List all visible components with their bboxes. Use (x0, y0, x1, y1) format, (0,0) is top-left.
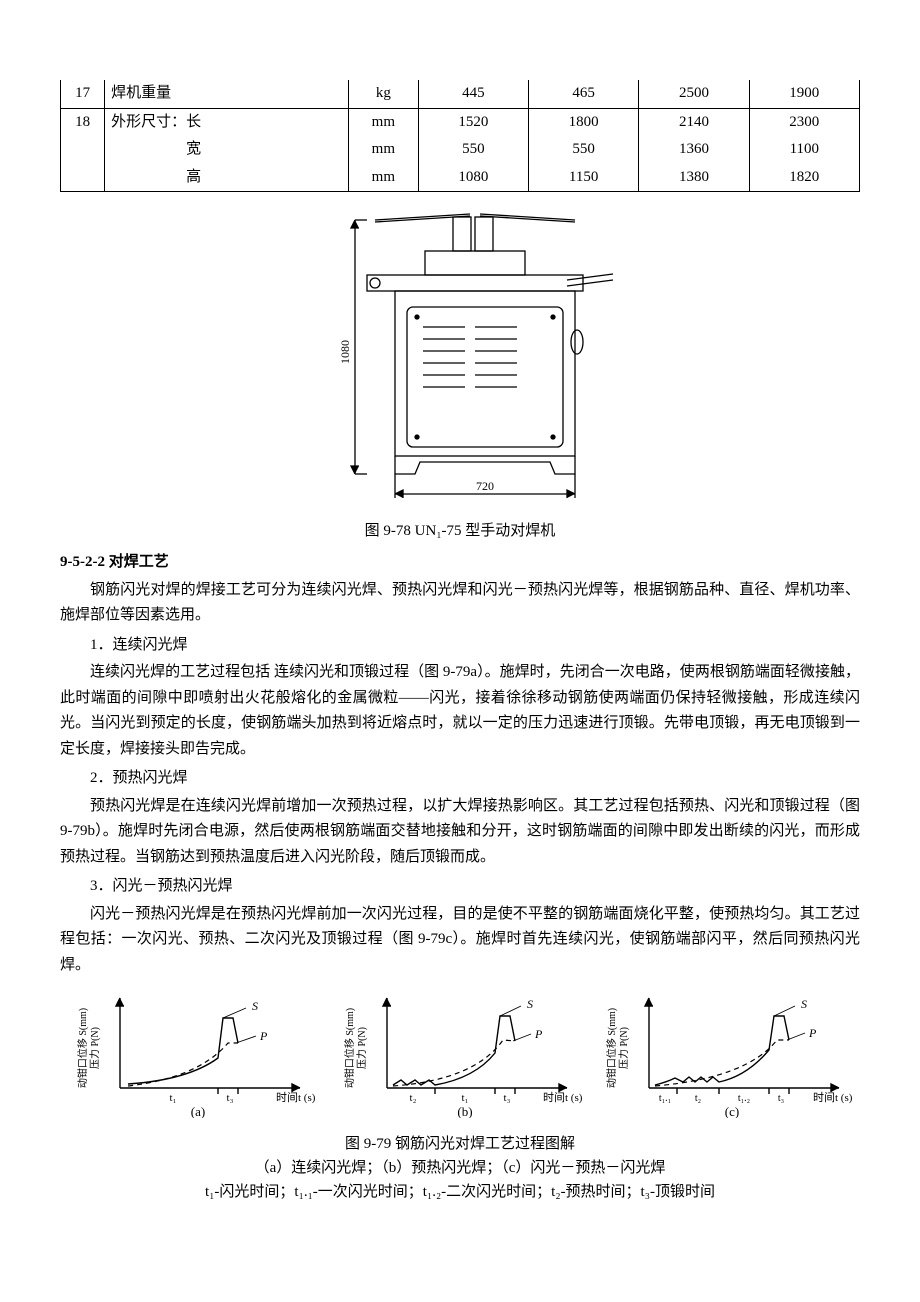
chart-b-svg: 动钳口位移 S(mm) 压力 P(N) S P t₂ t₁ t₃ 时间t (s)… (335, 988, 585, 1118)
dim-width-label: 720 (476, 479, 494, 493)
cell-val: 1820 (749, 164, 859, 192)
chart-b: 动钳口位移 S(mm) 压力 P(N) S P t₂ t₁ t₃ 时间t (s)… (327, 988, 594, 1128)
cell-val: 1080 (418, 164, 528, 192)
sub2-body: 预热闪光焊是在连续闪光焊前增加一次预热过程，以扩大焊接热影响区。其工艺过程包括预… (60, 794, 860, 871)
p-label: P (808, 1026, 817, 1040)
tick-t3: t₃ (227, 1092, 234, 1104)
table-row: 18 外形尺寸：长 mm 1520 1800 2140 2300 (61, 108, 860, 136)
cell-val: 1150 (528, 164, 638, 192)
y-axis-label2: 压力 P(N) (355, 1027, 368, 1069)
x-axis-label: 时间t (s) (543, 1091, 583, 1104)
cell-val: 445 (418, 80, 528, 108)
cell-val: 1380 (639, 164, 749, 192)
tick-t3: t₃ (778, 1093, 784, 1104)
cell-val: 1900 (749, 80, 859, 108)
tick-t3: t₃ (504, 1092, 511, 1104)
figure-9-79-charts: 动钳口位移 S(mm) 压力 P(N) S P t₁ t₃ 时间t (s) (a… (60, 988, 860, 1128)
cell-label: 宽 (105, 136, 349, 164)
spec-table-body: 17 焊机重量 kg 445 465 2500 1900 18 外形尺寸：长 m… (61, 80, 860, 192)
figure-79-legend-line2: t₁-闪光时间；t₁.₁-一次闪光时间；t₁.₂-二次闪光时间；t₂-预热时间；… (60, 1180, 860, 1204)
cell-val: 550 (418, 136, 528, 164)
tick-t1: t₁ (170, 1092, 177, 1104)
cell-val: 465 (528, 80, 638, 108)
cell-label: 焊机重量 (105, 80, 349, 108)
cell-idx: 18 (61, 108, 105, 136)
cell-label: 外形尺寸：长 (105, 108, 349, 136)
chart-c-svg: 动钳口位移 S(mm) 压力 P(N) S P t₁.₁ t₂ t₁.₂ t₃ … (597, 988, 857, 1118)
y-axis-label: 动钳口位移 S(mm) (605, 1008, 618, 1088)
s-label: S (527, 997, 533, 1011)
cell-idx: 17 (61, 80, 105, 108)
chart-a: 动钳口位移 S(mm) 压力 P(N) S P t₁ t₃ 时间t (s) (a… (60, 988, 327, 1128)
figure-79-legend-line1: （a）连续闪光焊；（b）预热闪光焊；（c）闪光－预热－闪光焊 (60, 1156, 860, 1180)
table-row: 高 mm 1080 1150 1380 1820 (61, 164, 860, 192)
p-label: P (534, 1027, 543, 1041)
cell-val: 1360 (639, 136, 749, 164)
cell-label: 高 (105, 164, 349, 192)
cell-idx (61, 136, 105, 164)
cell-val: 550 (528, 136, 638, 164)
figure-78-caption: 图 9-78 UN₁-75 型手动对焊机 (60, 519, 860, 545)
tick-t2: t₂ (410, 1092, 417, 1104)
chart-a-svg: 动钳口位移 S(mm) 压力 P(N) S P t₁ t₃ 时间t (s) (a… (68, 988, 318, 1118)
dim-height-label: 1080 (338, 340, 352, 364)
tick-t12: t₁.₂ (738, 1093, 750, 1104)
x-axis-label: 时间t (s) (813, 1091, 853, 1104)
cell-val: 1100 (749, 136, 859, 164)
chart-b-label: (b) (457, 1104, 472, 1118)
chart-c-label: (c) (724, 1104, 738, 1118)
s-label: S (252, 999, 258, 1013)
table-row: 17 焊机重量 kg 445 465 2500 1900 (61, 80, 860, 108)
sub1-body: 连续闪光焊的工艺过程包括 连续闪光和顶锻过程（图 9-79a）。施焊时，先闭合一… (60, 660, 860, 762)
cell-unit: kg (349, 80, 419, 108)
sub3-body: 闪光－预热闪光焊是在预热闪光焊前加一次闪光过程，目的是使不平整的钢筋端面烧化平整… (60, 902, 860, 979)
cell-val: 2500 (639, 80, 749, 108)
cell-val: 2300 (749, 108, 859, 136)
welding-machine-diagram: 1080 720 (305, 202, 615, 507)
sub3-title: 3．闪光－预热闪光焊 (60, 874, 860, 900)
x-axis-label: 时间t (s) (276, 1091, 316, 1104)
tick-t2: t₂ (695, 1093, 701, 1104)
sub1-title: 1．连续闪光焊 (60, 633, 860, 659)
chart-c: 动钳口位移 S(mm) 压力 P(N) S P t₁.₁ t₂ t₁.₂ t₃ … (593, 988, 860, 1128)
cell-unit: mm (349, 136, 419, 164)
y-axis-label2: 压力 P(N) (88, 1027, 101, 1069)
figure-79-caption: 图 9-79 钢筋闪光对焊工艺过程图解 (60, 1132, 860, 1156)
figure-79-legend: 图 9-79 钢筋闪光对焊工艺过程图解 （a）连续闪光焊；（b）预热闪光焊；（c… (60, 1132, 860, 1204)
cell-val: 1520 (418, 108, 528, 136)
cell-idx (61, 164, 105, 192)
intro-paragraph: 钢筋闪光对焊的焊接工艺可分为连续闪光焊、预热闪光焊和闪光－预热闪光焊等，根据钢筋… (60, 578, 860, 629)
s-label: S (801, 997, 807, 1011)
y-axis-label: 动钳口位移 S(mm) (343, 1008, 356, 1088)
figure-9-78: 1080 720 图 9-78 UN₁-75 型手动对焊机 (60, 202, 860, 544)
chart-a-label: (a) (191, 1104, 205, 1118)
section-heading: 9-5-2-2 对焊工艺 (60, 550, 860, 576)
cell-unit: mm (349, 108, 419, 136)
y-axis-label: 动钳口位移 S(mm) (76, 1008, 89, 1088)
y-axis-label2: 压力 P(N) (617, 1027, 630, 1069)
cell-unit: mm (349, 164, 419, 192)
tick-t1: t₁ (462, 1092, 469, 1104)
cell-val: 2140 (639, 108, 749, 136)
sub2-title: 2．预热闪光焊 (60, 766, 860, 792)
tick-t11: t₁.₁ (659, 1093, 671, 1104)
table-row: 宽 mm 550 550 1360 1100 (61, 136, 860, 164)
spec-table: 17 焊机重量 kg 445 465 2500 1900 18 外形尺寸：长 m… (60, 80, 860, 192)
p-label: P (259, 1029, 268, 1043)
cell-val: 1800 (528, 108, 638, 136)
